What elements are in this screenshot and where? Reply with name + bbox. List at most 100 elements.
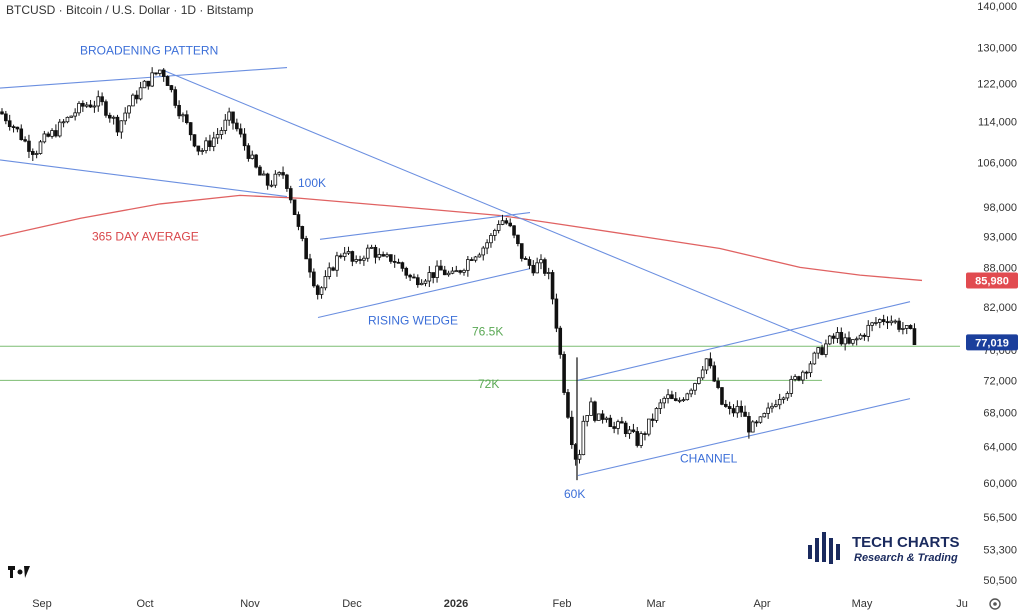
candle — [616, 419, 620, 435]
candle-body — [292, 199, 297, 216]
candle-body — [581, 420, 586, 456]
candle — [477, 252, 482, 258]
candle — [462, 268, 466, 276]
candle-body — [308, 258, 312, 273]
candle — [854, 336, 859, 346]
candle-body — [685, 393, 690, 401]
candle-body — [496, 224, 501, 231]
candle — [42, 130, 47, 144]
candle-body — [527, 259, 532, 266]
candle — [246, 143, 251, 162]
trendline-broadening-upper — [0, 67, 288, 89]
candle — [743, 405, 747, 417]
candle — [777, 393, 782, 410]
candle-body — [427, 272, 432, 282]
candle-body — [516, 234, 520, 245]
candle-body — [92, 105, 97, 108]
x-tick-label: Apr — [753, 598, 770, 610]
y-tick-label: 122,000 — [977, 78, 1017, 90]
candle-body — [285, 174, 289, 189]
candle-body — [11, 126, 16, 129]
candle — [847, 331, 851, 345]
candle — [504, 217, 509, 225]
symbol-header: BTCUSD · Bitcoin / U.S. Dollar · 1D · Bi… — [6, 3, 254, 17]
candle — [670, 390, 674, 400]
candle-body — [469, 259, 474, 261]
candle-body — [150, 72, 154, 87]
y-axis: 140,000 130,000 122,000 114,000 106,000 98,00… — [977, 1, 1017, 587]
candle — [165, 75, 170, 86]
candle — [727, 401, 732, 415]
candle — [820, 344, 824, 356]
candle — [908, 324, 913, 330]
candle — [235, 118, 239, 132]
candle — [296, 211, 301, 231]
candle — [596, 413, 601, 421]
candle — [300, 225, 305, 242]
candle — [258, 164, 262, 176]
last-price-text: 77,019 — [975, 337, 1009, 349]
candle — [785, 391, 790, 401]
candle-body — [354, 259, 358, 262]
candle-body — [789, 379, 794, 394]
candle-body — [300, 226, 305, 239]
price-badges: 85,980 77,019 — [966, 272, 1018, 351]
candle-body — [381, 254, 385, 257]
candle — [516, 234, 520, 247]
candle-body — [820, 347, 824, 355]
candle-body — [369, 246, 374, 249]
ma-line — [0, 194, 923, 282]
candle — [466, 256, 470, 277]
annotation-label: 60K — [564, 487, 585, 501]
candle-body — [643, 433, 647, 435]
candle-body — [142, 80, 147, 89]
candle — [858, 333, 863, 340]
candle — [38, 139, 43, 155]
candle — [600, 410, 605, 424]
candle — [119, 120, 124, 139]
y-tick-label: 56,500 — [983, 512, 1017, 524]
candle — [392, 254, 397, 268]
candle-body — [843, 337, 847, 345]
candle — [458, 269, 462, 275]
candle-body — [531, 264, 536, 274]
candle-body — [81, 102, 85, 107]
candle-body — [558, 327, 563, 355]
candle-body — [804, 371, 809, 374]
candle — [492, 228, 497, 241]
candle-body — [724, 403, 728, 407]
candle-body — [500, 220, 505, 225]
candle — [30, 148, 35, 162]
candle-body — [335, 255, 339, 271]
candle-body — [84, 104, 89, 107]
candle-body — [593, 401, 597, 421]
candle-body — [169, 85, 174, 91]
candle-body — [662, 397, 666, 404]
candle — [219, 127, 224, 140]
annotation-label: 72K — [478, 377, 499, 391]
candle — [851, 339, 855, 346]
candle-body — [870, 322, 874, 326]
candle-body — [462, 269, 466, 273]
candle-body — [866, 324, 871, 337]
candle-body — [312, 271, 316, 287]
candle-body — [851, 339, 855, 344]
candle — [146, 80, 151, 90]
candle — [831, 333, 836, 344]
candle-body — [747, 416, 751, 433]
candle — [69, 115, 74, 118]
candle — [804, 370, 809, 380]
candle — [554, 293, 559, 333]
candle-body — [177, 104, 181, 117]
candle — [104, 99, 108, 118]
annotations: BROADENING PATTERN 100K 365 DAY AVERAGE RIS… — [80, 43, 738, 501]
candle — [446, 270, 451, 277]
candle-body — [639, 433, 643, 446]
gear-icon[interactable] — [989, 598, 1001, 610]
candle — [866, 320, 871, 342]
candle — [161, 68, 166, 82]
candle — [34, 150, 39, 159]
candle — [204, 137, 208, 154]
candle — [327, 262, 332, 280]
candle — [623, 420, 628, 438]
